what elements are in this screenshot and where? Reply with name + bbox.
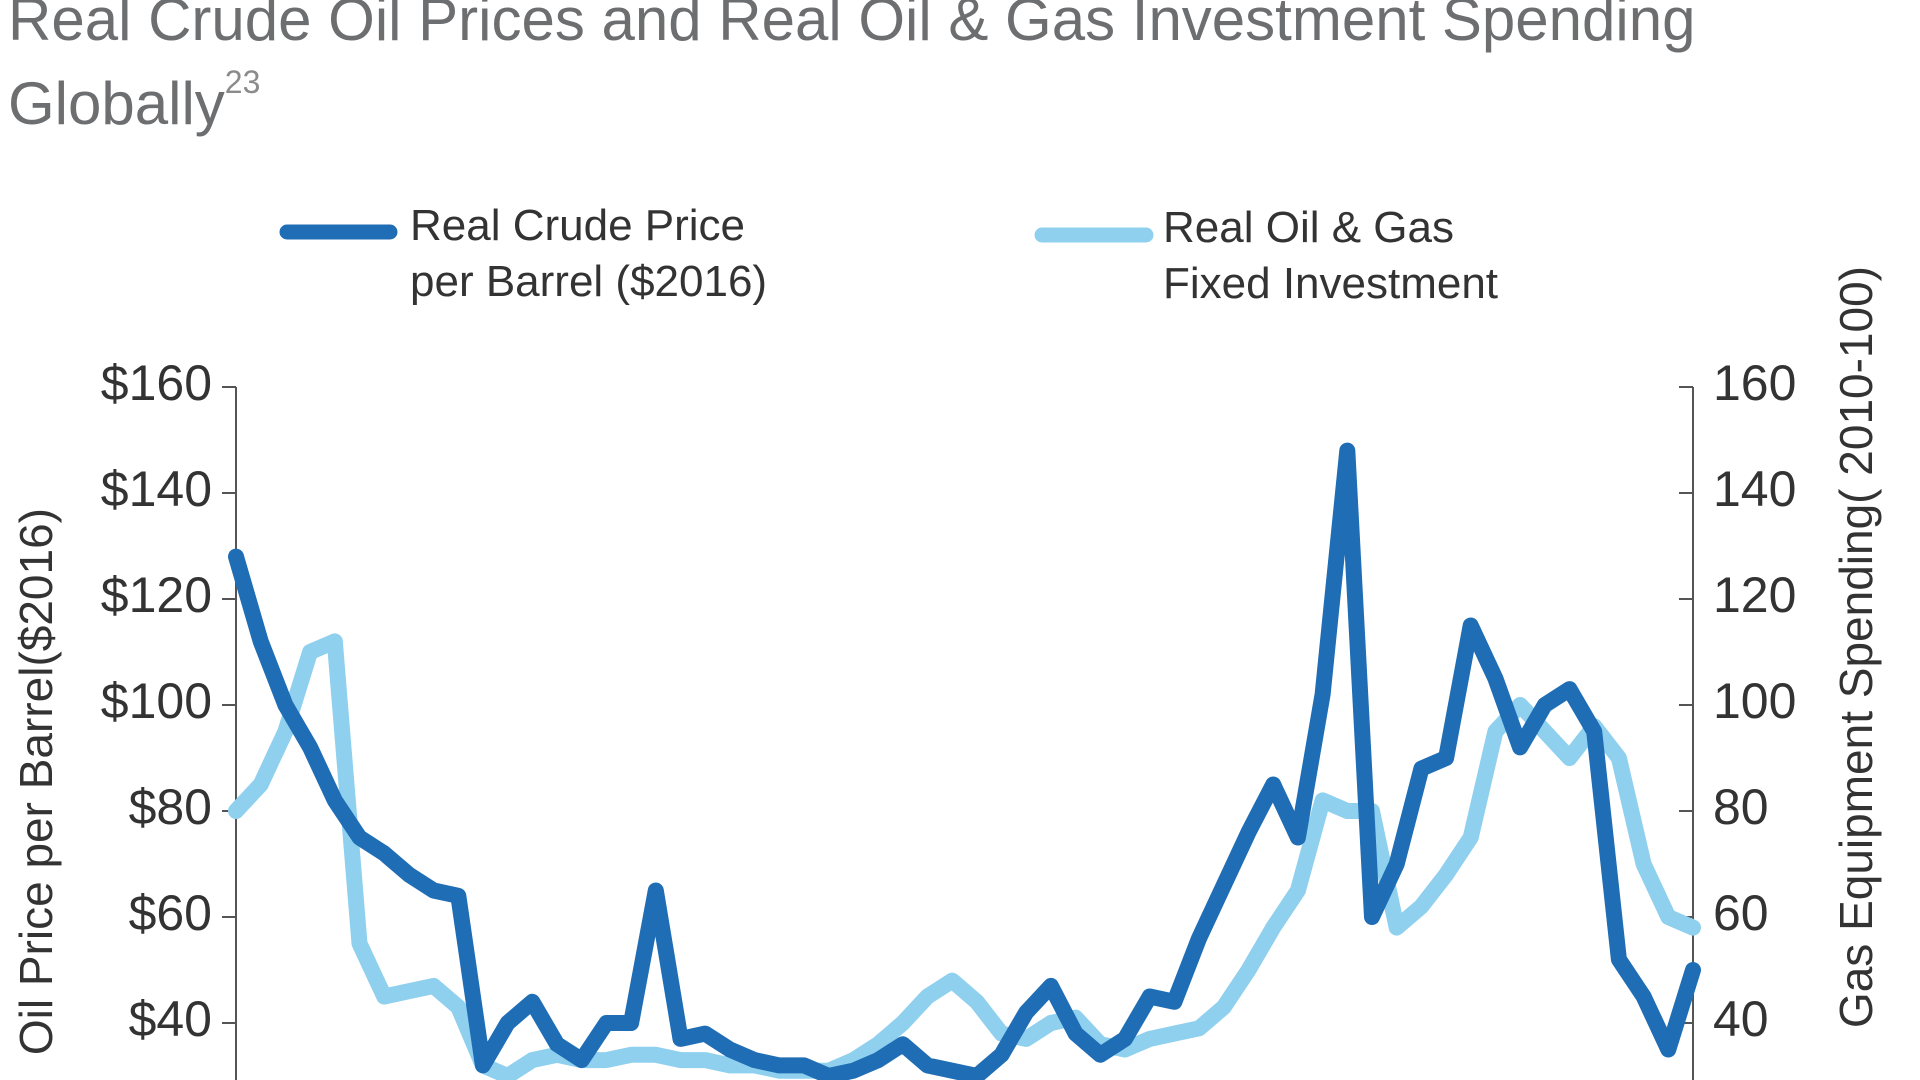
- legend-label: Real Crude Price per Barrel ($2016): [410, 201, 768, 306]
- y-tick-label: $140: [101, 461, 212, 517]
- y2-tick-label: 120: [1713, 567, 1796, 623]
- y-axis-label: Oil Price per Barrel($2016): [10, 508, 62, 1055]
- y-tick-label: $100: [101, 673, 212, 729]
- series-line: [228, 633, 1701, 1080]
- y-tick-label: $60: [129, 885, 212, 941]
- y-tick-label: $160: [101, 355, 212, 411]
- chart-title: Real Crude Oil Prices and Real Oil & Gas…: [8, 0, 1696, 137]
- y2-tick-label: 140: [1713, 461, 1796, 517]
- y-tick-label: $80: [129, 779, 212, 835]
- chart-title-block: Real Crude Oil Prices and Real Oil & Gas…: [8, 0, 1838, 146]
- plot-area: [228, 442, 1701, 1080]
- y2-tick-label: 80: [1713, 779, 1769, 835]
- legend-label: Real Oil & Gas Fixed Investment: [1163, 203, 1499, 308]
- title-footnote: 23: [224, 64, 261, 100]
- y2-tick-label: 100: [1713, 673, 1796, 729]
- series-line: [228, 442, 1701, 1080]
- y2-tick-label: 60: [1713, 885, 1769, 941]
- y-tick-label: $120: [101, 567, 212, 623]
- y2-tick-label: 160: [1713, 355, 1796, 411]
- y-tick-label: $40: [129, 991, 212, 1047]
- y2-tick-label: 40: [1713, 991, 1769, 1047]
- y2-axis-label: Gas Equipment Spending( 2010-100): [1830, 266, 1882, 1028]
